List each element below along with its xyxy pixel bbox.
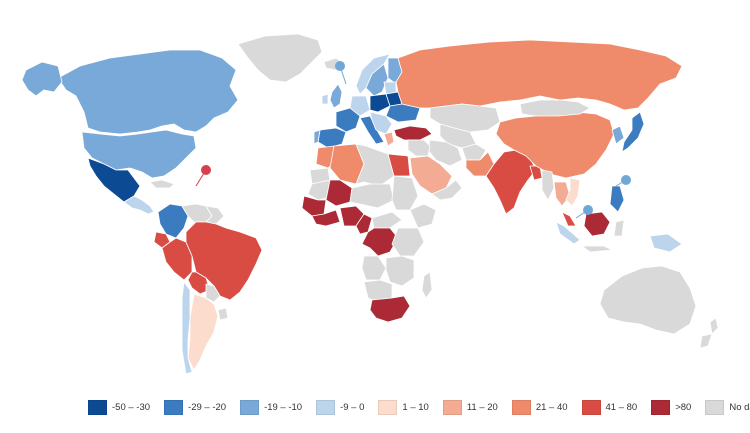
marker-caribbean <box>195 165 211 187</box>
region-egypt <box>387 153 411 177</box>
region-australia <box>599 265 697 335</box>
legend-label: >80 <box>675 401 692 413</box>
region-east-africa <box>391 227 425 257</box>
legend-label: -29 – -20 <box>188 401 227 413</box>
region-java <box>581 245 613 253</box>
region-car <box>371 211 403 229</box>
marker-pacific-philippines-dot <box>621 175 631 185</box>
region-korea <box>611 125 625 145</box>
legend-item: 11 – 20 <box>442 399 498 415</box>
legend-label: No data <box>729 401 750 413</box>
legend-label: 41 – 80 <box>605 401 638 413</box>
legend-item: 41 – 80 <box>581 399 638 415</box>
legend-item: -50 – -30 <box>88 399 151 415</box>
region-west-africa-coast <box>311 209 341 227</box>
region-portugal <box>313 129 321 145</box>
region-new-guinea <box>649 233 683 253</box>
region-myanmar <box>541 169 555 201</box>
legend-label: -9 – 0 <box>340 401 365 413</box>
legend: -50 – -30 -29 – -20 -19 – -10 -9 – 0 1 –… <box>88 397 750 417</box>
region-poland <box>369 93 391 113</box>
region-turkey <box>393 125 433 141</box>
legend-item: -19 – -10 <box>240 399 303 415</box>
region-new-zealand <box>699 317 719 349</box>
region-japan <box>621 111 645 153</box>
region-yemen-oman <box>431 179 463 201</box>
legend-swatch <box>511 399 531 415</box>
marker-singapore-dot <box>583 205 593 215</box>
legend-swatch <box>651 399 671 415</box>
region-greece <box>383 131 395 147</box>
region-cuba <box>149 179 175 189</box>
legend-swatch <box>240 399 260 415</box>
region-baltics <box>383 81 397 95</box>
region-greenland <box>237 33 323 83</box>
legend-item: 1 – 10 <box>378 399 429 415</box>
region-bolivia <box>187 271 211 295</box>
legend-swatch <box>378 399 398 415</box>
region-madagascar <box>421 271 433 299</box>
legend-item: No data <box>705 399 750 415</box>
region-malaysia <box>561 211 577 227</box>
region-zambia-moz <box>385 255 415 287</box>
legend-swatch <box>705 399 725 415</box>
region-congo-drc <box>361 227 399 257</box>
region-ireland <box>321 93 329 105</box>
region-iran <box>427 139 463 167</box>
marker-north-atlantic-dot <box>335 61 345 71</box>
region-india <box>485 149 537 215</box>
legend-item: -9 – 0 <box>316 399 365 415</box>
region-paraguay <box>205 283 221 303</box>
legend-swatch <box>442 399 462 415</box>
legend-swatch <box>164 399 184 415</box>
region-alaska <box>21 61 63 97</box>
region-south-africa <box>369 295 411 323</box>
legend-swatch <box>581 399 601 415</box>
region-uruguay <box>217 307 229 321</box>
region-germany <box>349 95 371 117</box>
legend-swatch <box>88 399 107 415</box>
region-afghanistan <box>461 143 487 161</box>
region-argentina <box>187 293 219 371</box>
region-mongolia <box>519 99 591 117</box>
region-kazakhstan <box>429 103 501 133</box>
legend-label: 21 – 40 <box>535 401 568 413</box>
world-choropleth-map <box>21 33 719 375</box>
region-peru <box>161 237 193 281</box>
legend-label: -50 – -30 <box>112 401 151 413</box>
legend-item: >80 <box>651 399 692 415</box>
legend-label: -19 – -10 <box>264 401 303 413</box>
legend-swatch <box>316 399 336 415</box>
legend-label: 11 – 20 <box>466 401 498 413</box>
region-central-america <box>123 195 155 215</box>
region-niger-chad <box>349 183 395 209</box>
region-vietnam <box>565 177 581 207</box>
legend-label: 1 – 10 <box>402 401 429 413</box>
legend-item: 21 – 40 <box>511 399 568 415</box>
marker-north-atlantic <box>335 61 347 85</box>
region-italy <box>359 115 385 145</box>
marker-pacific-philippines <box>615 175 631 187</box>
region-ethiopia <box>409 203 437 229</box>
region-chile <box>181 281 193 375</box>
region-canada <box>57 49 239 135</box>
region-colombia <box>157 203 189 239</box>
region-cameroon <box>355 213 373 235</box>
region-russia <box>395 39 683 111</box>
region-uk <box>329 83 343 109</box>
region-philippines <box>609 185 625 213</box>
region-sulawesi <box>613 219 625 237</box>
region-sumatra <box>555 221 581 245</box>
region-borneo <box>583 211 611 237</box>
marker-singapore <box>575 205 593 219</box>
marker-caribbean-dot <box>201 165 211 175</box>
legend-item: -29 – -20 <box>164 399 227 415</box>
